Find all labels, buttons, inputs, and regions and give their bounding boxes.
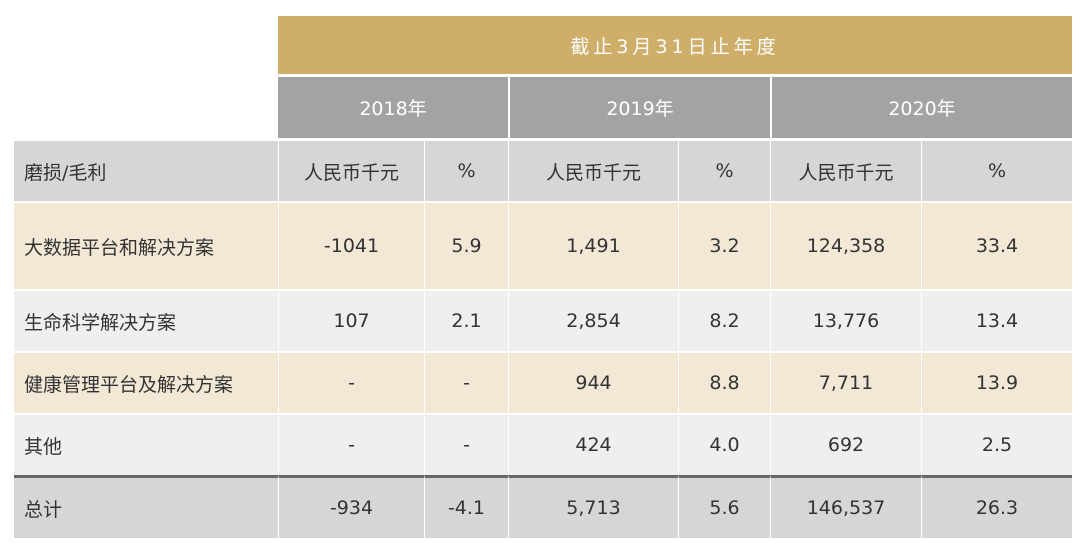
table-cell: 124,358 bbox=[770, 201, 921, 289]
table-row: 其他 - - 424 4.0 692 2.5 bbox=[14, 413, 1073, 475]
table-cell: 8.2 bbox=[678, 289, 770, 351]
table-row: 健康管理平台及解决方案 - - 944 8.8 7,711 13.9 bbox=[14, 351, 1073, 413]
total-cell: 5.6 bbox=[678, 475, 770, 538]
table-cell: 33.4 bbox=[921, 201, 1073, 289]
total-row: 总计 -934 -4.1 5,713 5.6 146,537 26.3 bbox=[14, 475, 1073, 538]
col-header-2020-pct: % bbox=[921, 138, 1073, 201]
table-cell: - bbox=[278, 413, 424, 475]
table-cell: 2,854 bbox=[508, 289, 678, 351]
table-cell: 107 bbox=[278, 289, 424, 351]
table-cell: 424 bbox=[508, 413, 678, 475]
table-cell: 13,776 bbox=[770, 289, 921, 351]
year-2019-header: 2019年 bbox=[508, 74, 770, 138]
col-header-2020-rmb: 人民币千元 bbox=[770, 138, 921, 201]
table-cell: 8.8 bbox=[678, 351, 770, 413]
table-cell: 7,711 bbox=[770, 351, 921, 413]
table-cell: 13.9 bbox=[921, 351, 1073, 413]
table-cell: - bbox=[424, 351, 508, 413]
col-header-2019-pct: % bbox=[678, 138, 770, 201]
table-cell: 692 bbox=[770, 413, 921, 475]
row-label: 健康管理平台及解决方案 bbox=[14, 351, 278, 413]
banner-row: 截止3月31日止年度 bbox=[14, 16, 1073, 74]
col-header-2019-rmb: 人民币千元 bbox=[508, 138, 678, 201]
year-2018-header: 2018年 bbox=[278, 74, 508, 138]
table-cell: 2.5 bbox=[921, 413, 1073, 475]
column-header-row: 磨损/毛利 人民币千元 % 人民币千元 % 人民币千元 % bbox=[14, 138, 1073, 201]
total-cell: -934 bbox=[278, 475, 424, 538]
total-cell: 146,537 bbox=[770, 475, 921, 538]
blank-corner bbox=[14, 16, 278, 74]
col-header-2018-rmb: 人民币千元 bbox=[278, 138, 424, 201]
table-row: 大数据平台和解决方案 -1041 5.9 1,491 3.2 124,358 3… bbox=[14, 201, 1073, 289]
row-label: 其他 bbox=[14, 413, 278, 475]
table-cell: 1,491 bbox=[508, 201, 678, 289]
table-cell: - bbox=[424, 413, 508, 475]
table-cell: 13.4 bbox=[921, 289, 1073, 351]
col-header-2018-pct: % bbox=[424, 138, 508, 201]
financial-table-container: 截止3月31日止年度 2018年 2019年 2020年 磨损/毛利 人民币千元… bbox=[14, 16, 1073, 538]
total-cell: 26.3 bbox=[921, 475, 1073, 538]
year-2020-header: 2020年 bbox=[770, 74, 1073, 138]
table-cell: 944 bbox=[508, 351, 678, 413]
year-row: 2018年 2019年 2020年 bbox=[14, 74, 1073, 138]
fiscal-year-banner: 截止3月31日止年度 bbox=[278, 16, 1073, 74]
row-label: 生命科学解决方案 bbox=[14, 289, 278, 351]
row-label: 大数据平台和解决方案 bbox=[14, 201, 278, 289]
total-cell: -4.1 bbox=[424, 475, 508, 538]
table-row: 生命科学解决方案 107 2.1 2,854 8.2 13,776 13.4 bbox=[14, 289, 1073, 351]
blank-corner-2 bbox=[14, 74, 278, 138]
table-cell: 5.9 bbox=[424, 201, 508, 289]
table-cell: 2.1 bbox=[424, 289, 508, 351]
table-cell: -1041 bbox=[278, 201, 424, 289]
row-label-header: 磨损/毛利 bbox=[14, 138, 278, 201]
table-cell: 3.2 bbox=[678, 201, 770, 289]
total-label: 总计 bbox=[14, 475, 278, 538]
total-cell: 5,713 bbox=[508, 475, 678, 538]
table-cell: 4.0 bbox=[678, 413, 770, 475]
table-cell: - bbox=[278, 351, 424, 413]
gross-margin-table: 截止3月31日止年度 2018年 2019年 2020年 磨损/毛利 人民币千元… bbox=[14, 16, 1073, 538]
